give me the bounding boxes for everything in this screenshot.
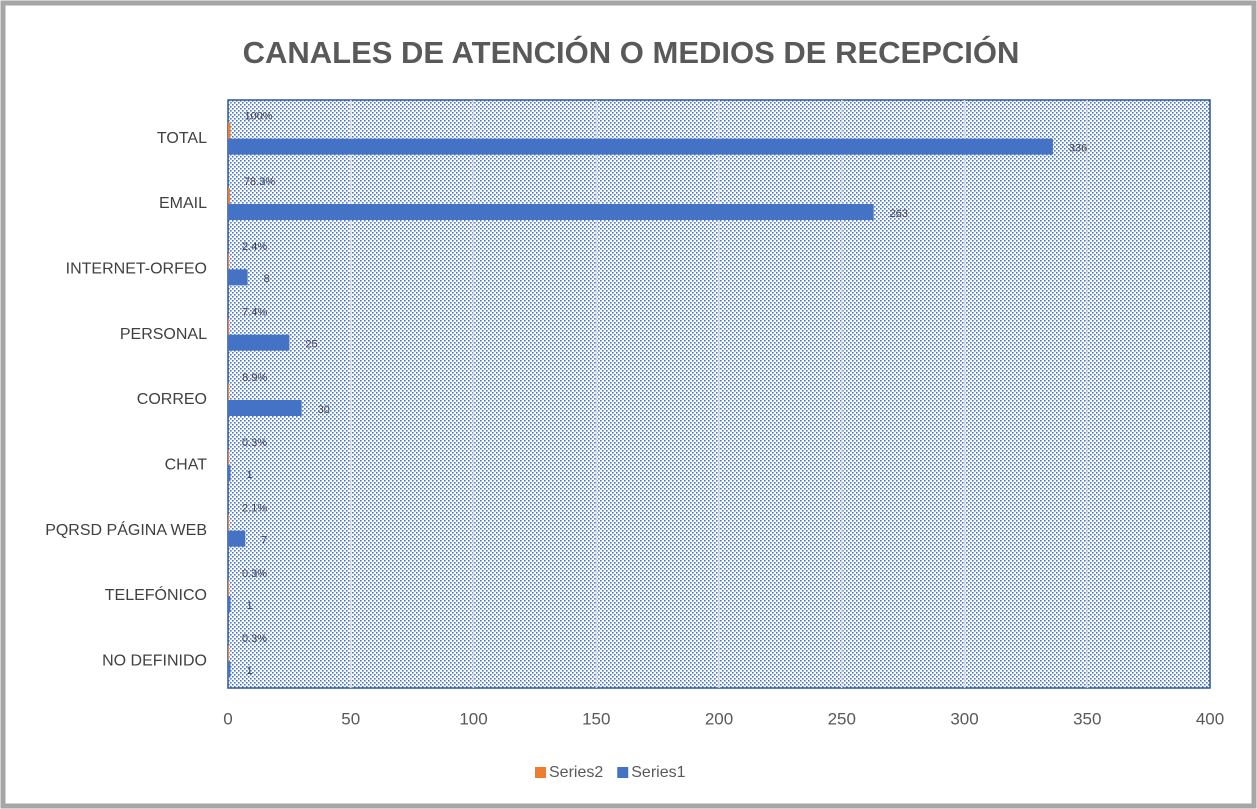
value-label: 30 [318, 404, 330, 416]
value-label: 0.3% [242, 568, 267, 580]
bar [228, 580, 229, 596]
chart-title: CANALES DE ATENCIÓN O MEDIOS DE RECEPCIÓ… [243, 34, 1020, 70]
value-label: 8.9% [242, 372, 267, 384]
legend-label: Series2 [549, 764, 603, 781]
bar [228, 204, 874, 220]
y-tick-label: TELEFÓNICO [105, 585, 207, 604]
value-label: 1 [246, 469, 252, 481]
bar [228, 384, 229, 400]
bar [228, 253, 229, 270]
y-tick-label: PQRSD PÁGINA WEB [45, 520, 207, 539]
value-label: 25 [305, 339, 317, 351]
y-tick-label: EMAIL [159, 195, 207, 212]
x-tick-label: 100 [459, 709, 487, 728]
y-tick-label: TOTAL [157, 130, 207, 147]
x-tick-label: 200 [705, 709, 733, 728]
legend-label: Series1 [631, 764, 685, 781]
value-label: 263 [890, 208, 908, 220]
bar [228, 188, 230, 204]
value-label: 8 [264, 273, 270, 285]
value-label: 2.4% [242, 241, 267, 253]
value-label: 100% [244, 111, 272, 123]
bar [228, 465, 231, 482]
value-label: 78.3% [244, 176, 275, 188]
value-label: 1 [246, 600, 252, 612]
bar [228, 530, 246, 547]
value-label: 1 [246, 665, 252, 677]
bar [228, 122, 231, 139]
bar [228, 269, 248, 286]
x-tick-label: 50 [341, 709, 360, 728]
y-tick-label: CORREO [137, 391, 207, 408]
x-tick-label: 250 [828, 709, 856, 728]
bar [228, 596, 231, 612]
y-tick-label: CHAT [165, 457, 208, 474]
y-tick-label: NO DEFINIDO [102, 653, 207, 670]
bar [228, 334, 290, 351]
x-tick-label: 0 [223, 709, 232, 728]
x-tick-label: 400 [1196, 709, 1224, 728]
bar [228, 449, 229, 466]
value-label: 7.4% [242, 307, 267, 319]
y-tick-label: INTERNET-ORFEO [66, 261, 207, 278]
value-label: 7 [261, 535, 267, 547]
y-tick-label: PERSONAL [120, 326, 207, 343]
x-tick-label: 300 [950, 709, 978, 728]
bar [228, 514, 229, 531]
bar [228, 318, 229, 335]
value-label: 0.3% [242, 437, 267, 449]
x-tick-label: 150 [582, 709, 610, 728]
bar [228, 645, 229, 662]
value-label: 0.3% [242, 633, 267, 645]
value-label: 336 [1069, 143, 1087, 155]
bar [228, 400, 302, 416]
legend-swatch [617, 767, 629, 778]
bar [228, 661, 231, 678]
legend-swatch [535, 767, 546, 778]
x-tick-label: 350 [1073, 709, 1101, 728]
bar [228, 138, 1053, 155]
value-label: 2.1% [242, 503, 267, 515]
